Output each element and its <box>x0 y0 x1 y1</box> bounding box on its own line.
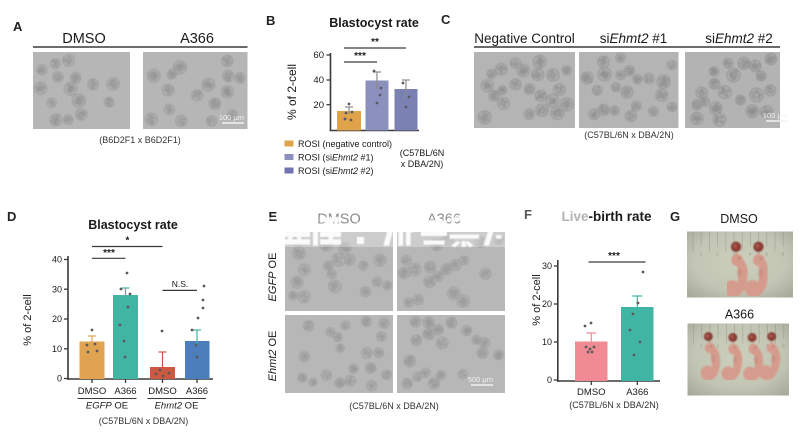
svg-text:A366: A366 <box>626 387 648 398</box>
svg-text:2: 2 <box>716 252 719 257</box>
svg-text:(C57BL/6N: (C57BL/6N <box>400 148 445 158</box>
svg-text:A366: A366 <box>725 308 754 322</box>
svg-text:siEhmt2 #1: siEhmt2 #1 <box>600 31 668 46</box>
svg-text:3: 3 <box>733 252 736 257</box>
svg-text:(C57BL/6N x DBA/2N): (C57BL/6N x DBA/2N) <box>99 416 189 426</box>
svg-text:Negative Control: Negative Control <box>474 31 575 46</box>
svg-text:100 μm: 100 μm <box>763 111 788 120</box>
svg-text:**: ** <box>371 37 379 48</box>
svg-text:DMSO: DMSO <box>62 31 106 47</box>
svg-text:20: 20 <box>542 299 552 309</box>
svg-text:D: D <box>7 209 16 224</box>
svg-text:A366: A366 <box>114 386 136 397</box>
svg-text:Blastocyst rate: Blastocyst rate <box>88 218 178 232</box>
svg-text:40: 40 <box>52 255 62 265</box>
svg-text:(B6D2F1 x B6D2F1): (B6D2F1 x B6D2F1) <box>99 135 181 145</box>
svg-text:C: C <box>441 12 451 27</box>
svg-text:G: G <box>670 209 680 224</box>
svg-text:10: 10 <box>542 337 552 347</box>
svg-text:E: E <box>269 209 278 224</box>
svg-text:40: 40 <box>313 75 324 86</box>
svg-text:2: 2 <box>717 344 720 349</box>
svg-text:A: A <box>13 19 23 34</box>
svg-text:% of 2-cell: % of 2-cell <box>285 64 299 120</box>
svg-text:6: 6 <box>782 252 785 257</box>
svg-text:ROSI (siEhmt2 #2): ROSI (siEhmt2 #2) <box>298 166 374 176</box>
svg-text:A366: A366 <box>180 31 214 47</box>
svg-text:siEhmt2 #2: siEhmt2 #2 <box>705 31 773 46</box>
svg-text:4: 4 <box>749 252 752 257</box>
svg-text:60: 60 <box>313 50 324 61</box>
svg-text:ROSI (negative control): ROSI (negative control) <box>298 139 392 149</box>
svg-text:(C57BL/6N x DBA/2N): (C57BL/6N x DBA/2N) <box>349 401 439 411</box>
svg-text:20: 20 <box>313 100 324 111</box>
svg-text:30: 30 <box>542 261 552 271</box>
svg-text:B: B <box>266 13 275 28</box>
svg-text:500 μm: 500 μm <box>468 375 493 384</box>
svg-text:30: 30 <box>52 284 62 294</box>
svg-text:EGFP OE: EGFP OE <box>86 401 128 412</box>
svg-text:100 μm: 100 μm <box>219 113 244 122</box>
svg-text:Ehmt2 OE: Ehmt2 OE <box>267 331 279 382</box>
svg-text:Blastocyst rate: Blastocyst rate <box>329 16 419 30</box>
svg-text:x DBA/2N): x DBA/2N) <box>401 159 444 169</box>
svg-text:5: 5 <box>765 252 768 257</box>
svg-text:DMSO: DMSO <box>577 387 606 398</box>
svg-text:% of 2-cell: % of 2-cell <box>22 294 34 345</box>
svg-text:20: 20 <box>52 314 62 324</box>
svg-text:***: *** <box>103 248 115 259</box>
svg-text:DMSO: DMSO <box>720 212 758 226</box>
svg-text:DMSO: DMSO <box>148 386 177 397</box>
svg-text:% of 2-cell: % of 2-cell <box>531 274 543 325</box>
svg-text:***: *** <box>608 251 620 262</box>
svg-text:N.S.: N.S. <box>172 279 189 289</box>
svg-text:0: 0 <box>57 374 62 384</box>
svg-text:*: * <box>126 236 130 247</box>
svg-text:A366: A366 <box>186 386 208 397</box>
svg-text:6: 6 <box>782 344 785 349</box>
svg-text:(C57BL/6N x DBA/2N): (C57BL/6N x DBA/2N) <box>569 400 659 410</box>
svg-text:Live-birth rate: Live-birth rate <box>561 209 652 224</box>
svg-text:(C57BL/6N x DBA/2N): (C57BL/6N x DBA/2N) <box>584 130 674 140</box>
svg-text:0: 0 <box>547 375 552 385</box>
svg-text:EGFP OE: EGFP OE <box>267 253 279 302</box>
svg-text:ROSI (siEhmt2 #1): ROSI (siEhmt2 #1) <box>298 153 374 163</box>
svg-text:10: 10 <box>52 344 62 354</box>
svg-text:DMSO: DMSO <box>78 386 107 397</box>
svg-text:***: *** <box>354 51 366 62</box>
svg-text:F: F <box>524 207 532 222</box>
svg-text:1: 1 <box>700 344 703 349</box>
svg-text:Ehmt2 OE: Ehmt2 OE <box>155 401 199 412</box>
svg-text:1: 1 <box>700 252 703 257</box>
